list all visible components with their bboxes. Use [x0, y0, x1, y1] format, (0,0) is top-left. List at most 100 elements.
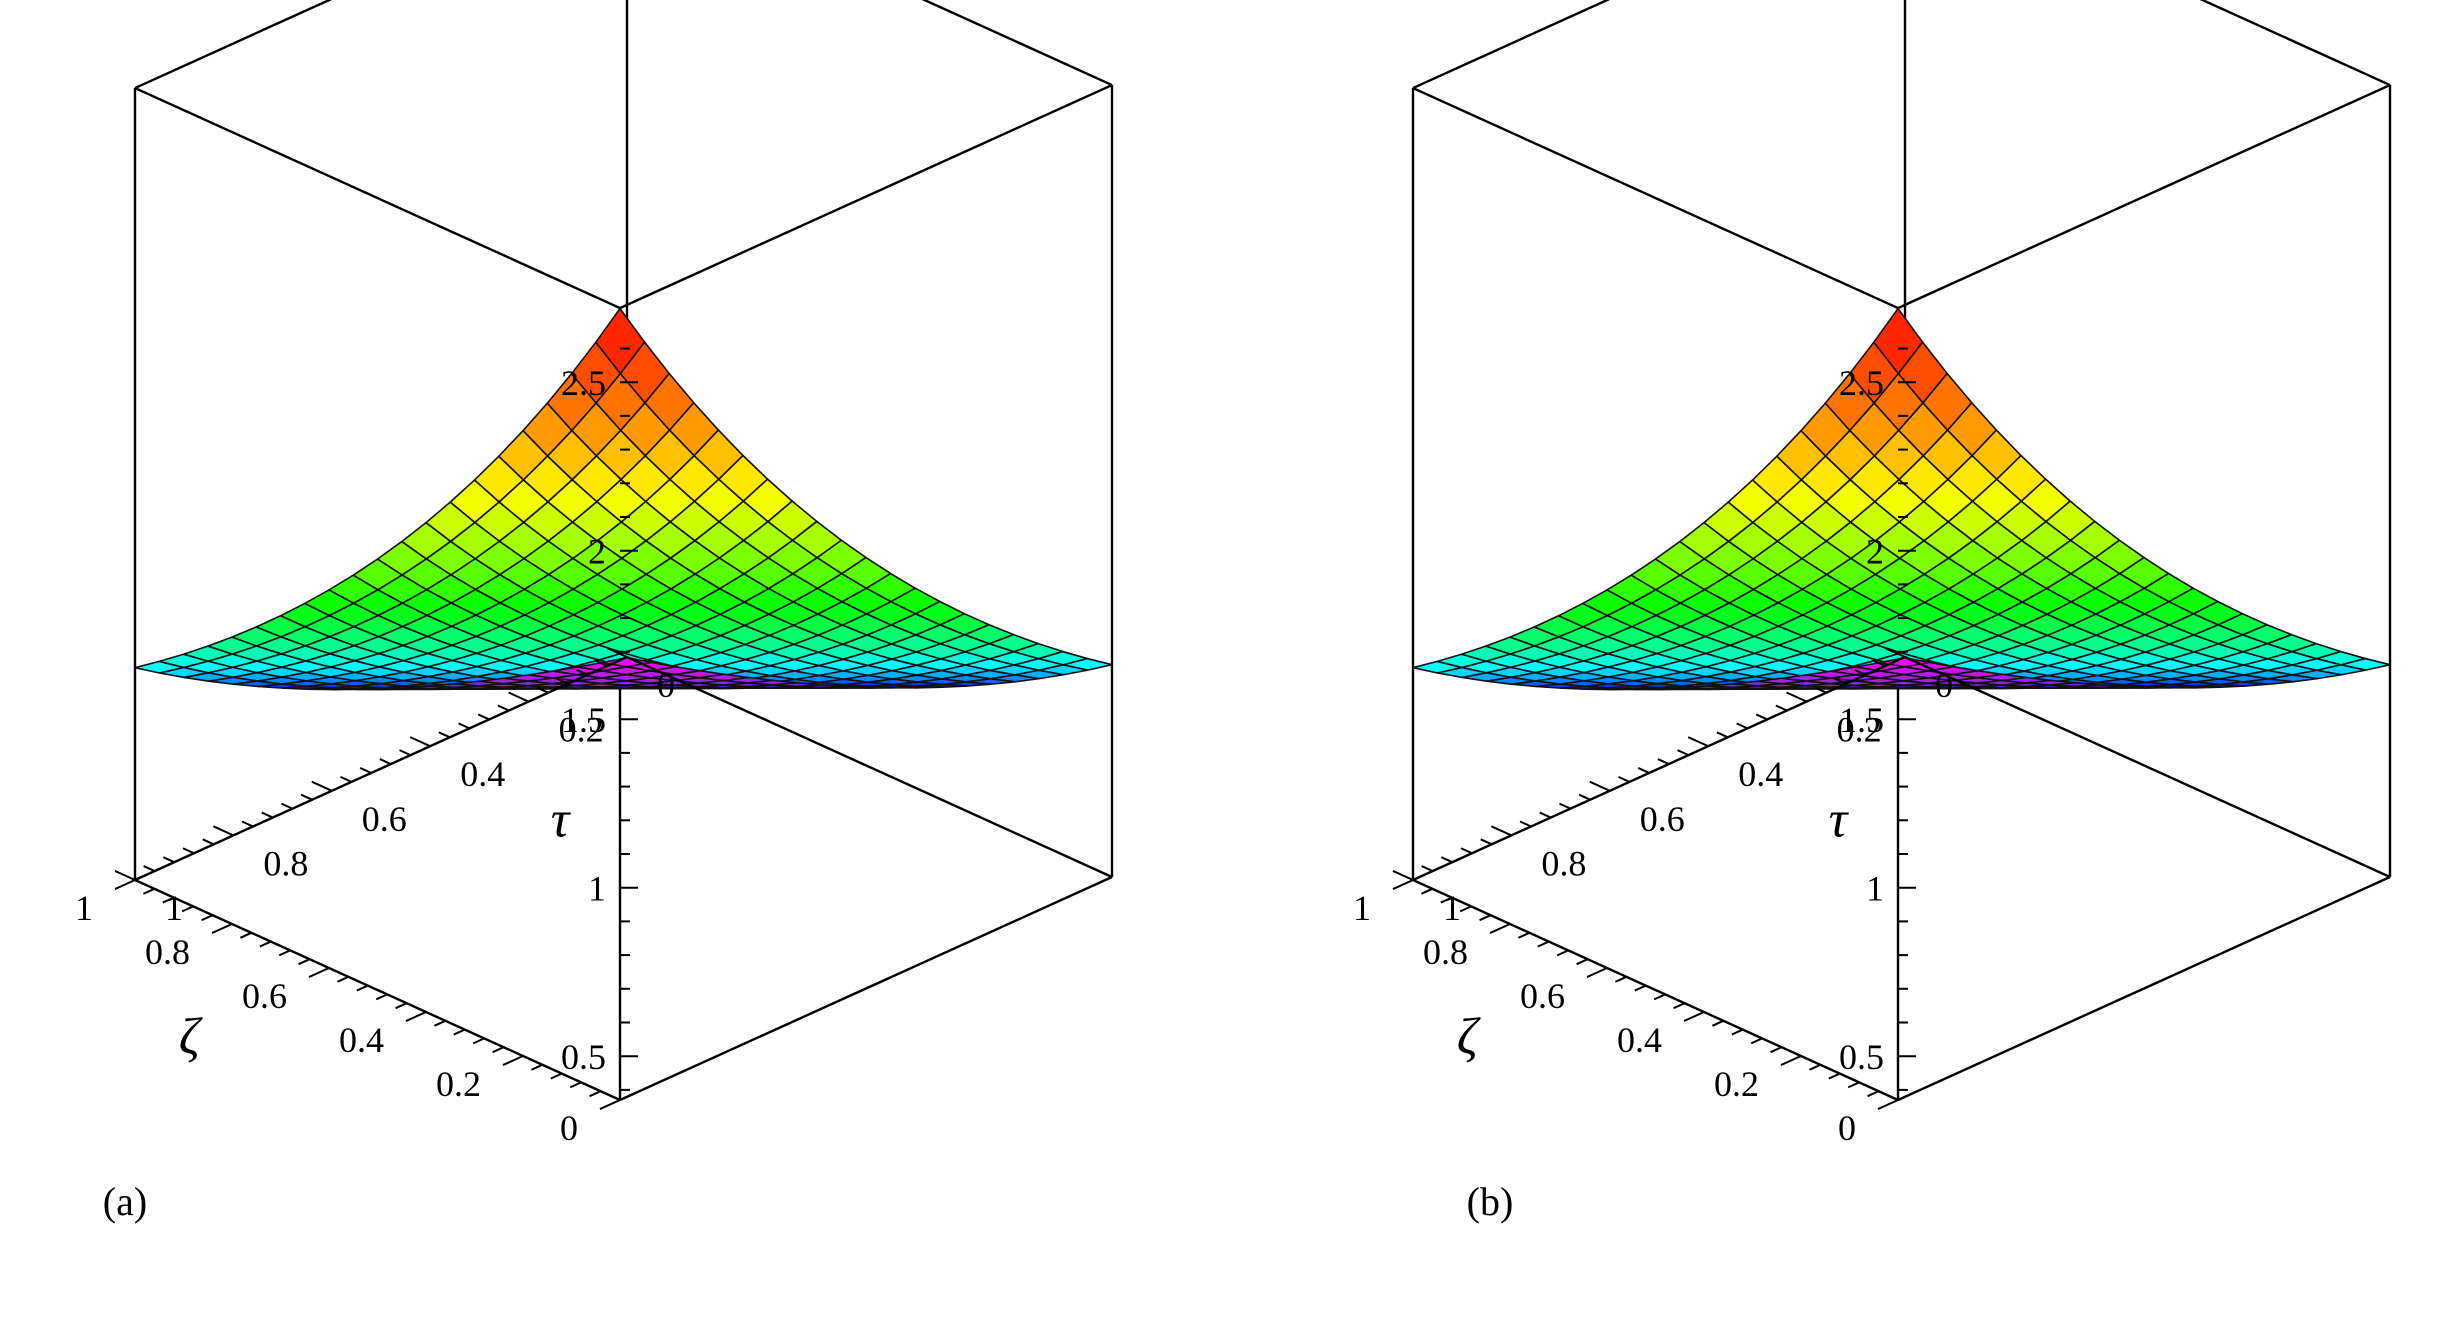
- z-tick-label: 1.5: [1839, 700, 1884, 740]
- y-minor-tick: [1618, 775, 1630, 783]
- y-axis: 00.20.40.60.81τ: [114, 647, 675, 928]
- y-minor-tick: [379, 758, 392, 765]
- y-minor-tick: [300, 793, 313, 801]
- x-major-tick: [1489, 923, 1511, 934]
- y-minor-tick: [261, 811, 274, 819]
- x-minor-tick: [1420, 887, 1433, 895]
- z-axis: 0.5 1 1.5 2 2.5: [561, 347, 638, 1091]
- y-minor-tick: [438, 731, 451, 739]
- x-tick-label: 0.8: [1423, 932, 1468, 972]
- y-major-tick: [1786, 691, 1808, 703]
- x-minor-tick: [298, 958, 311, 966]
- x-minor-tick: [1614, 975, 1627, 983]
- y-major-tick: [1687, 736, 1709, 748]
- y-minor-tick: [1421, 865, 1434, 872]
- y-major-tick: [1392, 870, 1414, 881]
- x-tick-label: 0.4: [339, 1020, 384, 1060]
- y-minor-tick: [576, 668, 589, 676]
- y-minor-tick: [1755, 713, 1768, 721]
- x-major-tick: [405, 1011, 427, 1022]
- x-major-tick: [1586, 967, 1608, 978]
- x-tick-label: 0.2: [1714, 1064, 1759, 1104]
- x-minor-tick: [201, 914, 214, 922]
- x-minor-tick: [239, 931, 252, 939]
- x-minor-tick: [1731, 1028, 1744, 1036]
- box-edge: [1897, 83, 2391, 310]
- surface-mesh: [134, 307, 1113, 691]
- box-edge: [134, 878, 621, 1102]
- z-tick-label: 1: [1866, 869, 1884, 909]
- x-minor-tick: [1711, 1019, 1724, 1027]
- z-tick-label: 2: [588, 532, 606, 572]
- x-minor-tick: [1653, 993, 1666, 1001]
- x-tick-label: 0.6: [1520, 976, 1565, 1016]
- x-minor-tick: [1867, 1090, 1880, 1098]
- y-minor-tick: [182, 847, 195, 855]
- x-major-tick: [211, 923, 233, 934]
- z-tick-label: 0.5: [1839, 1037, 1884, 1077]
- y-axis-label: τ: [551, 792, 572, 849]
- x-tick-label: 0: [560, 1108, 578, 1148]
- y-major-tick: [311, 780, 333, 792]
- y-minor-tick: [477, 713, 490, 721]
- z-tick-label: 1.5: [561, 700, 606, 740]
- y-minor-tick: [556, 677, 569, 685]
- y-minor-tick: [1578, 793, 1591, 801]
- z-tick-label: 1: [588, 869, 606, 909]
- y-minor-tick: [1834, 677, 1847, 685]
- y-minor-tick: [1716, 731, 1729, 739]
- x-minor-tick: [472, 1037, 485, 1045]
- x-minor-tick: [162, 896, 175, 904]
- y-minor-tick: [340, 775, 352, 783]
- x-minor-tick: [1808, 1063, 1821, 1071]
- x-tick-label: 0.8: [145, 932, 190, 972]
- x-minor-tick: [1479, 914, 1492, 922]
- y-tick-label: 0.2: [1837, 710, 1882, 750]
- x-tick-label: 0.6: [242, 976, 287, 1016]
- z-tick-label: 2.5: [1839, 363, 1884, 403]
- x-tick-label: 1: [75, 888, 93, 928]
- x-minor-tick: [1634, 984, 1647, 992]
- x-minor-tick: [1556, 949, 1569, 957]
- z-axis: 0.5 1 1.5 2 2.5: [1839, 347, 1916, 1091]
- box-edge-front: [134, 655, 628, 882]
- x-minor-tick: [433, 1019, 446, 1027]
- box-edge: [1412, 878, 1899, 1102]
- y-tick-label: 1: [1443, 888, 1461, 928]
- y-minor-tick: [1873, 660, 1886, 667]
- x-axis: 0 0.2 0.4 0.6 0.8 1 ζ: [75, 879, 621, 1148]
- x-minor-tick: [395, 1002, 408, 1010]
- y-minor-tick: [359, 767, 372, 774]
- x-tick-label: 0.2: [436, 1064, 481, 1104]
- x-tick-label: 0: [1838, 1108, 1856, 1148]
- x-tick-label: 0.4: [1617, 1020, 1662, 1060]
- z-tick-label: 2: [1866, 532, 1884, 572]
- x-minor-tick: [1750, 1037, 1763, 1045]
- y-minor-tick: [399, 749, 411, 757]
- y-tick-label: 0.8: [1541, 843, 1586, 883]
- box-edge: [134, 86, 621, 310]
- x-minor-tick: [1770, 1046, 1783, 1054]
- x-major-tick: [1683, 1011, 1705, 1022]
- surface-mesh: [1412, 307, 2391, 691]
- panel-b: 00.20.40.60.81ζ00.20.40.60.81τ0.511.522.…: [1353, 0, 2392, 1224]
- y-minor-tick: [241, 820, 254, 828]
- y-minor-tick: [458, 722, 470, 730]
- box-edge: [1897, 875, 2391, 1102]
- x-minor-tick: [1673, 1002, 1686, 1010]
- x-minor-tick: [181, 905, 194, 913]
- x-major-tick: [114, 879, 136, 890]
- y-minor-tick: [1677, 749, 1689, 757]
- x-axis: 00.20.40.60.81ζ: [1353, 879, 1899, 1148]
- x-minor-tick: [550, 1072, 563, 1080]
- y-tick-label: 0.6: [1640, 799, 1685, 839]
- x-axis-label: ζ: [179, 1009, 203, 1066]
- panel-label: (a): [103, 1179, 147, 1224]
- x-minor-tick: [375, 993, 388, 1001]
- y-tick-label: 0.4: [460, 754, 505, 794]
- y-major-tick: [114, 870, 136, 881]
- y-tick-label: 0: [657, 665, 675, 705]
- y-major-tick: [1589, 780, 1611, 792]
- y-minor-tick: [1519, 820, 1532, 828]
